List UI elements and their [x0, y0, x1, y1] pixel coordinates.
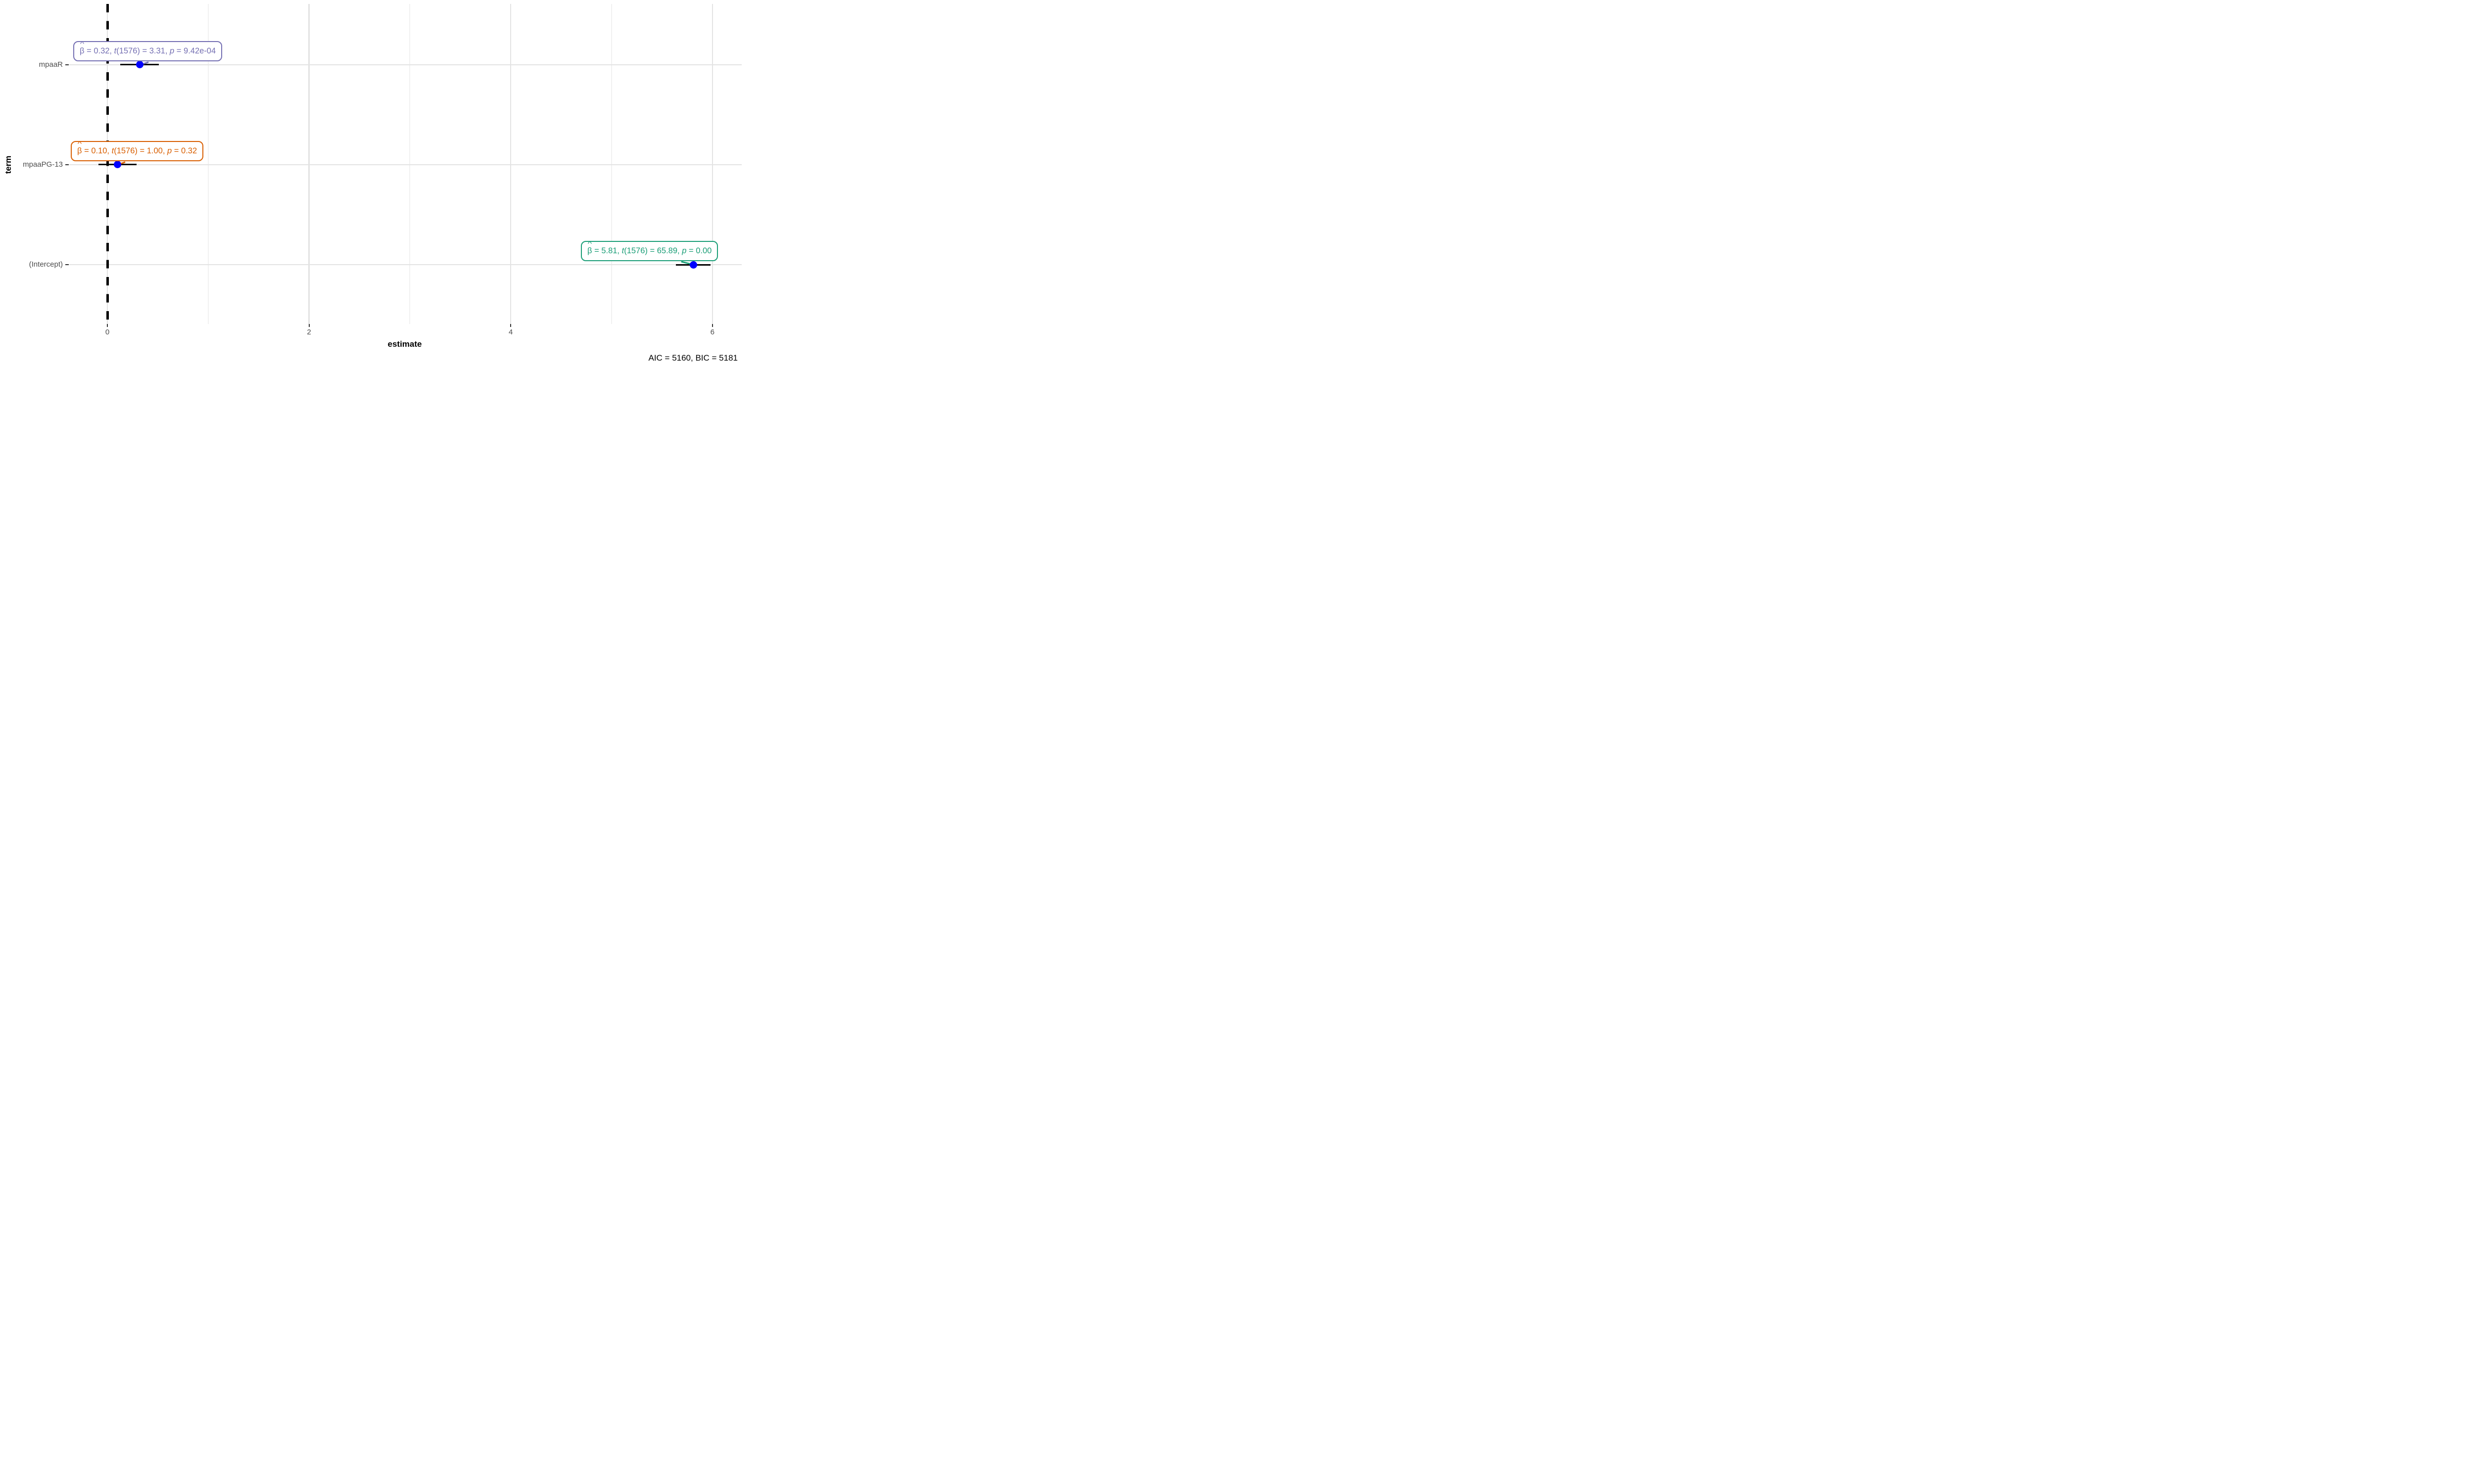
y-tick-label-mpaaPG-13: mpaaPG-13	[23, 160, 63, 169]
beta-hat-symbol: ^ β	[80, 40, 85, 55]
row-gridline-(Intercept)	[69, 264, 742, 266]
y-tick-label-(Intercept): (Intercept)	[29, 260, 63, 269]
row-gridline-mpaaR	[69, 64, 742, 65]
coefficient-plot-figure: term estimate AIC = 5160, BIC = 5181 ^ β …	[0, 0, 742, 371]
beta-hat-symbol: ^ β	[77, 140, 82, 155]
stat-label-box-mpaaPG-13: ^ β = 0.10, t(1576) = 1.00, p = 0.32	[71, 140, 204, 161]
y-tick-mark-(Intercept)	[65, 264, 69, 266]
x-tick-label-4: 4	[509, 328, 513, 336]
y-tick-mark-mpaaPG-13	[65, 164, 69, 165]
beta-hat-symbol: ^ β	[587, 240, 592, 255]
plot-panel	[0, 0, 742, 371]
point-estimate-mpaaPG-13	[113, 161, 121, 169]
y-tick-mark-mpaaR	[65, 64, 69, 65]
y-tick-label-mpaaR: mpaaR	[39, 60, 63, 69]
x-tick-mark-4	[510, 324, 512, 327]
x-tick-label-0: 0	[105, 328, 110, 336]
stat-label-box-(Intercept): ^ β = 5.81, t(1576) = 65.89, p = 0.00	[581, 240, 718, 261]
row-gridline-mpaaPG-13	[69, 164, 742, 165]
x-tick-mark-2	[308, 324, 310, 327]
point-estimate-mpaaR	[136, 61, 143, 69]
x-axis-title: estimate	[387, 339, 422, 349]
x-tick-label-6: 6	[710, 328, 714, 336]
x-tick-mark-6	[712, 324, 713, 327]
point-estimate-(Intercept)	[689, 261, 697, 269]
x-tick-mark-0	[107, 324, 108, 327]
model-fit-caption: AIC = 5160, BIC = 5181	[648, 353, 738, 363]
x-tick-label-2: 2	[307, 328, 311, 336]
stat-label-box-mpaaR: ^ β = 0.32, t(1576) = 3.31, p = 9.42e-04	[73, 40, 223, 61]
